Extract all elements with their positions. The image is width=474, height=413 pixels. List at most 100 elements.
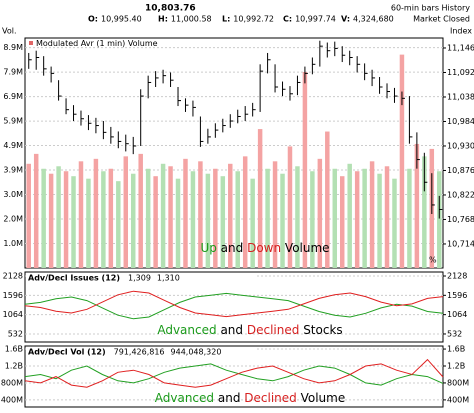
y2-tick-label: 1.6B — [447, 345, 465, 354]
y-tick-label: 532 — [8, 329, 23, 338]
y2-tick-label: 11,038 — [447, 92, 474, 101]
volume-bar — [56, 166, 61, 268]
y2-tick-label: 1596 — [447, 291, 467, 300]
series-last-value: 1,309 — [128, 274, 151, 283]
volume-bar — [116, 181, 121, 268]
volume-bar — [153, 176, 158, 268]
volume-bar — [242, 156, 248, 268]
volume-bar — [265, 168, 270, 268]
y-tick-label: 1.0M — [3, 239, 23, 248]
volume-bar — [86, 178, 91, 268]
quote-label: V: — [341, 15, 350, 24]
title-bg — [26, 273, 256, 283]
volume-bar — [183, 158, 188, 268]
volume-bar — [93, 158, 99, 268]
y-tick-label: 3.0M — [3, 190, 23, 199]
y-tick-label: 4.9M — [3, 141, 23, 150]
volume-bar — [213, 168, 218, 268]
volume-bar — [257, 129, 263, 268]
y2-tick-label: 10,930 — [447, 141, 474, 150]
y-tick-label: 1064 — [3, 310, 23, 319]
series-line — [24, 363, 444, 386]
y2-axis-label: Index — [450, 27, 472, 36]
volume-bar — [392, 178, 397, 268]
volume-bar — [71, 176, 76, 268]
y-tick-label: 3.9M — [3, 166, 23, 175]
series-line — [24, 290, 444, 318]
volume-bar — [414, 143, 420, 268]
y-tick-label: 2.0M — [3, 215, 23, 224]
annotation-word: and — [221, 241, 244, 255]
volume-bar — [108, 168, 114, 268]
series-last-value: 944,048,320 — [171, 348, 222, 357]
volume-bar — [377, 173, 382, 268]
annotation-word: Up — [200, 241, 216, 255]
annotation-word: Down — [247, 241, 281, 255]
volume-bar — [407, 168, 412, 268]
volume-bar — [33, 153, 39, 268]
volume-bar — [362, 168, 367, 268]
y-tick-label: 1596 — [3, 291, 23, 300]
annotation: Advanced and Declined Volume — [155, 391, 345, 405]
quote-label: C: — [283, 15, 292, 24]
y2-tick-label: 10,984 — [447, 117, 474, 126]
y2-tick-label: 400M — [447, 395, 469, 404]
y2-tick-label: 10,768 — [447, 215, 474, 224]
y-axis-label: Vol. — [2, 27, 17, 36]
series-line — [24, 292, 444, 320]
volume-bar — [339, 176, 345, 268]
panel-title: Adv/Decl Issues (12) — [28, 274, 120, 283]
volume-bar — [295, 166, 300, 268]
quote-value: 10,992.72 — [233, 15, 274, 24]
volume-bar — [250, 178, 255, 268]
volume-bar — [205, 173, 211, 268]
volume-bar — [220, 176, 226, 268]
bars-info: 60-min bars History — [391, 4, 470, 13]
y-tick-label: 5.9M — [3, 117, 23, 126]
legend-swatch — [29, 41, 33, 45]
panel-frame — [24, 271, 444, 343]
volume-bar — [198, 161, 203, 268]
quote-value: 10,995.40 — [101, 15, 142, 24]
y2-tick-label: 11,092 — [447, 68, 474, 77]
volume-bar — [48, 173, 54, 268]
y2-tick-label: 10,822 — [447, 190, 474, 199]
volume-bar — [190, 171, 196, 268]
y2-tick-label: 11,146 — [447, 43, 474, 52]
annotation-word: Advanced — [157, 323, 216, 337]
market-status: Market Closed — [413, 15, 470, 24]
corner-label: % — [429, 256, 437, 265]
y-tick-label: 7.9M — [3, 68, 23, 77]
volume-bar — [235, 171, 240, 268]
annotation: Up and Down Volume — [200, 241, 329, 255]
annotation-word: Declined — [244, 391, 297, 405]
last-price: 10,803.76 — [145, 4, 196, 14]
y-tick-label: 2128 — [3, 271, 23, 280]
volume-bar — [384, 166, 390, 268]
y-tick-label: 800M — [1, 378, 23, 387]
y-tick-label: 1.6B — [5, 345, 23, 354]
title-bg — [26, 347, 256, 357]
annotation-word: Advanced — [155, 391, 214, 405]
volume-bar — [310, 171, 315, 268]
volume-bar — [101, 171, 106, 268]
quote-value: 11,000.58 — [171, 15, 212, 24]
annotation-word: and — [218, 391, 241, 405]
y2-tick-label: 532 — [447, 329, 462, 338]
volume-bar — [26, 163, 31, 268]
volume-bar — [138, 153, 143, 268]
volume-bar — [280, 173, 285, 268]
quote-value: 4,324,680 — [353, 15, 394, 24]
volume-bar — [347, 163, 352, 268]
y2-tick-label: 10,876 — [447, 166, 474, 175]
series-line — [24, 358, 444, 388]
volume-bar — [175, 178, 181, 268]
volume-bar — [302, 71, 308, 269]
volume-bar — [123, 156, 129, 268]
series-last-value: 1,310 — [157, 274, 180, 283]
annotation-word: and — [220, 323, 243, 337]
volume-bar — [41, 168, 46, 268]
volume-bar — [325, 131, 330, 268]
volume-bar — [272, 161, 278, 268]
